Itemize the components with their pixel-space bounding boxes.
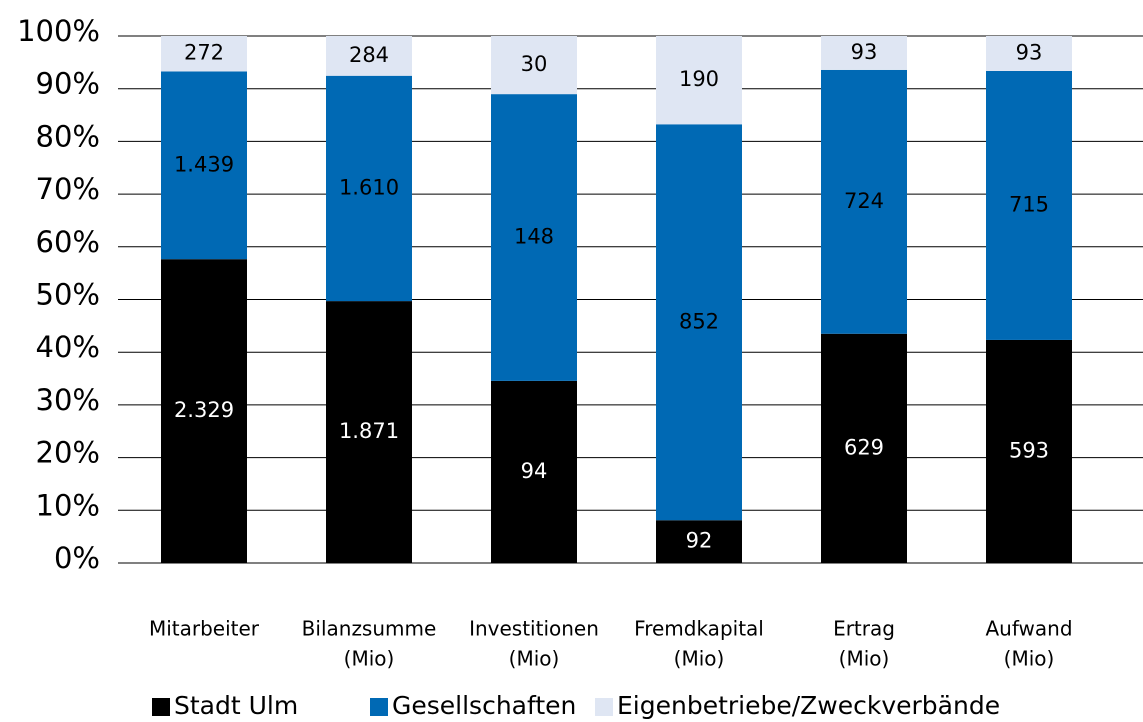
data-label: 284 — [349, 43, 389, 67]
data-label: 2.329 — [174, 398, 234, 422]
bar-segment — [326, 301, 412, 563]
x-tick-label: Ertrag — [833, 617, 895, 641]
legend-swatch — [152, 698, 170, 716]
bar-segment — [986, 339, 1072, 563]
x-tick-label: (Mio) — [509, 647, 560, 671]
bar-segment — [821, 69, 907, 334]
legend-label: Gesellschaften — [392, 691, 576, 720]
bar-segment — [491, 36, 577, 95]
bar-segment — [821, 333, 907, 563]
bar-segment — [656, 520, 742, 563]
bar-segment — [491, 380, 577, 563]
legend-swatch — [595, 698, 613, 716]
y-tick-label: 90% — [36, 67, 100, 101]
x-tick-label: Mitarbeiter — [149, 617, 260, 641]
data-label: 852 — [679, 309, 719, 333]
y-tick-label: 0% — [54, 541, 100, 575]
bar-segment — [161, 36, 247, 72]
y-tick-label: 30% — [36, 383, 100, 417]
y-tick-label: 80% — [36, 119, 100, 153]
bar-segment — [326, 75, 412, 302]
data-label: 93 — [1016, 40, 1043, 64]
data-label: 715 — [1009, 192, 1049, 216]
data-label: 629 — [844, 435, 884, 459]
data-label: 593 — [1009, 438, 1049, 462]
data-label: 1.439 — [174, 152, 234, 176]
bar-segment — [491, 94, 577, 381]
data-label: 30 — [521, 52, 548, 76]
legend-label: Eigenbetriebe/Zweckverbände — [617, 691, 1000, 720]
x-tick-label: (Mio) — [839, 647, 890, 671]
y-tick-label: 40% — [36, 330, 100, 364]
x-tick-label: Investitionen — [469, 617, 599, 641]
data-label: 1.871 — [339, 419, 399, 443]
x-tick-label: Fremdkapital — [634, 617, 764, 641]
y-tick-label: 10% — [36, 488, 100, 522]
bar-segment — [986, 70, 1072, 340]
x-tick-label: (Mio) — [674, 647, 725, 671]
data-label: 724 — [844, 189, 884, 213]
x-tick-label: Aufwand — [985, 617, 1072, 641]
bar-segment — [656, 36, 742, 125]
bar-segment — [161, 259, 247, 563]
data-label: 190 — [679, 67, 719, 91]
x-tick-label: (Mio) — [344, 647, 395, 671]
data-label: 272 — [184, 41, 224, 65]
bar-segment — [821, 36, 907, 70]
data-label: 148 — [514, 225, 554, 249]
x-tick-label: Bilanzsumme — [302, 617, 437, 641]
bar-segment — [326, 36, 412, 76]
y-tick-label: 20% — [36, 436, 100, 470]
bar-segment — [986, 36, 1072, 71]
data-label: 1.610 — [339, 175, 399, 199]
y-tick-label: 100% — [17, 14, 100, 48]
legend-label: Stadt Ulm — [174, 691, 298, 720]
data-label: 93 — [851, 40, 878, 64]
legend-swatch — [370, 698, 388, 716]
bar-segment — [656, 124, 742, 521]
data-label: 94 — [521, 459, 548, 483]
y-tick-label: 60% — [36, 225, 100, 259]
x-tick-label: (Mio) — [1004, 647, 1055, 671]
data-label: 92 — [686, 529, 713, 553]
y-tick-label: 50% — [36, 278, 100, 312]
y-tick-label: 70% — [36, 172, 100, 206]
bar-segment — [161, 71, 247, 260]
